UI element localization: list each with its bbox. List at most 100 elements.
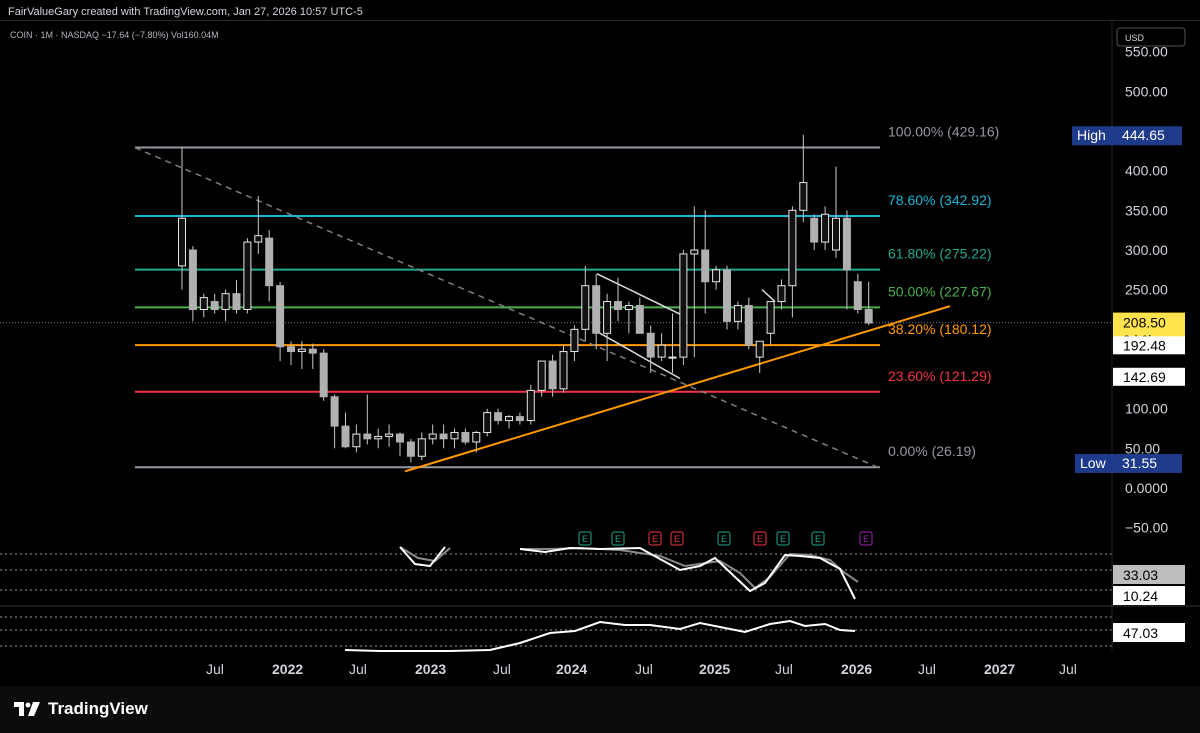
candle-body — [559, 351, 568, 390]
candle-body — [199, 297, 208, 311]
stochastic-signal-line — [399, 546, 859, 590]
price-axis-tick: 400.00 — [1125, 163, 1168, 179]
candle-body — [515, 416, 524, 422]
candle-body — [494, 412, 503, 422]
candle-body — [287, 346, 295, 353]
time-axis-tick: Jul — [349, 661, 367, 677]
candle-body — [603, 301, 612, 334]
stochastic-main-line — [399, 546, 856, 600]
earnings-marker-label: E — [721, 534, 727, 544]
high-value: 444.65 — [1122, 127, 1165, 143]
price-label: 142.69 — [1123, 369, 1166, 385]
candle-body — [221, 293, 230, 310]
candle-body — [733, 305, 742, 322]
earnings-marker-label: E — [615, 534, 621, 544]
footer-bar: TradingView — [0, 686, 1200, 733]
candle-body — [853, 281, 862, 311]
earnings-marker-label: E — [780, 534, 786, 544]
candle-body — [832, 217, 840, 251]
candle-body — [210, 301, 219, 311]
price-axis-tick: 300.00 — [1125, 242, 1168, 258]
time-axis-tick: Jul — [775, 661, 793, 677]
candle-body — [755, 340, 764, 358]
earnings-marker-label: E — [757, 534, 763, 544]
earnings-marker-label: E — [815, 534, 821, 544]
fib-label: 100.00% (429.16) — [888, 124, 999, 140]
price-axis-tick: 0.0000 — [1125, 480, 1168, 496]
time-axis-tick: Jul — [1059, 661, 1077, 677]
candle-body — [352, 433, 361, 448]
candle-body — [439, 433, 448, 440]
candle-body — [821, 213, 830, 243]
candle-body — [178, 217, 186, 267]
candle-body — [657, 344, 666, 358]
earnings-marker-icon — [611, 531, 625, 546]
currency-button[interactable]: USD — [1116, 27, 1186, 47]
time-axis: Jul 2022 Jul 2023 Jul 2024 Jul 2025 Jul 2026 Jul 20… — [206, 661, 1077, 677]
candle-body — [592, 285, 601, 334]
price-label: 192.48 — [1123, 337, 1166, 353]
earnings-marker-icon — [717, 531, 731, 546]
candle-body — [385, 433, 394, 437]
symbol-info: COIN · 1M · NASDAQ −17.64 (−7.80%) Vol16… — [10, 30, 219, 40]
candle-body — [330, 396, 339, 427]
time-axis-tick: 2024 — [556, 661, 587, 677]
earnings-marker-label: E — [582, 534, 588, 544]
channel-line — [592, 328, 681, 380]
brand[interactable]: TradingView — [14, 699, 148, 719]
time-axis-tick: Jul — [635, 661, 653, 677]
candle-body — [461, 431, 470, 443]
indicator-value: 33.03 — [1123, 567, 1158, 583]
chart-frame[interactable]: 100.00% (429.16) 78.60% (342.92) 61.80% (2… — [0, 20, 1200, 686]
candle-body — [483, 412, 492, 433]
channel-line — [596, 273, 683, 316]
price-chart[interactable]: 100.00% (429.16) 78.60% (342.92) 61.80% (2… — [0, 21, 1200, 686]
candle-body — [799, 182, 808, 211]
uptrend-line — [404, 305, 951, 473]
fib-label: 0.00% (26.19) — [888, 443, 976, 459]
candle-body — [396, 433, 404, 443]
rsi-line — [344, 619, 856, 652]
earnings-marker-icon — [578, 531, 592, 546]
candle-body — [188, 249, 197, 310]
candle-body — [417, 438, 426, 457]
candle-body — [406, 441, 415, 457]
candle-body — [842, 217, 851, 271]
current-price-value: 208.50 — [1123, 315, 1166, 331]
candle-body — [472, 431, 481, 443]
fib-label: 38.20% (180.12) — [888, 321, 992, 337]
low-label-bg — [1075, 453, 1117, 473]
candle-body — [570, 328, 579, 353]
earnings-marker-icon — [811, 531, 825, 546]
candle-body — [788, 209, 797, 287]
candle-body — [505, 416, 513, 422]
price-axis-tick: 50.00 — [1125, 440, 1160, 456]
candle-body — [374, 435, 383, 440]
candle-body — [276, 285, 285, 348]
time-axis-tick: 2022 — [272, 661, 303, 677]
time-axis-tick: Jul — [918, 661, 936, 677]
time-axis-tick: 2027 — [984, 661, 1015, 677]
candle-body — [679, 253, 688, 358]
candle-body — [548, 360, 557, 390]
candle-body — [701, 249, 710, 283]
earnings-marker-label: E — [674, 534, 680, 544]
candle-body — [581, 285, 590, 330]
candle-body — [777, 285, 786, 303]
chart-credit: FairValueGary created with TradingView.c… — [8, 6, 363, 18]
candle-body — [624, 305, 633, 310]
price-label-bg — [1113, 336, 1185, 355]
candle-body — [690, 249, 699, 255]
high-value-bg — [1117, 126, 1182, 146]
price-label-bg — [1113, 367, 1185, 386]
earnings-marker-icon — [670, 531, 684, 546]
candle-body — [297, 348, 306, 353]
price-axis-tick: 100.00 — [1125, 401, 1168, 417]
fib-label: 78.60% (342.92) — [888, 192, 992, 208]
fib-retracement: 100.00% (429.16) 78.60% (342.92) 61.80% (2… — [135, 124, 999, 469]
candle-body — [646, 332, 655, 358]
price-axis-tick: 350.00 — [1125, 202, 1168, 218]
time-axis-tick: Jul — [493, 661, 511, 677]
indicator-label-bg — [1113, 623, 1185, 642]
